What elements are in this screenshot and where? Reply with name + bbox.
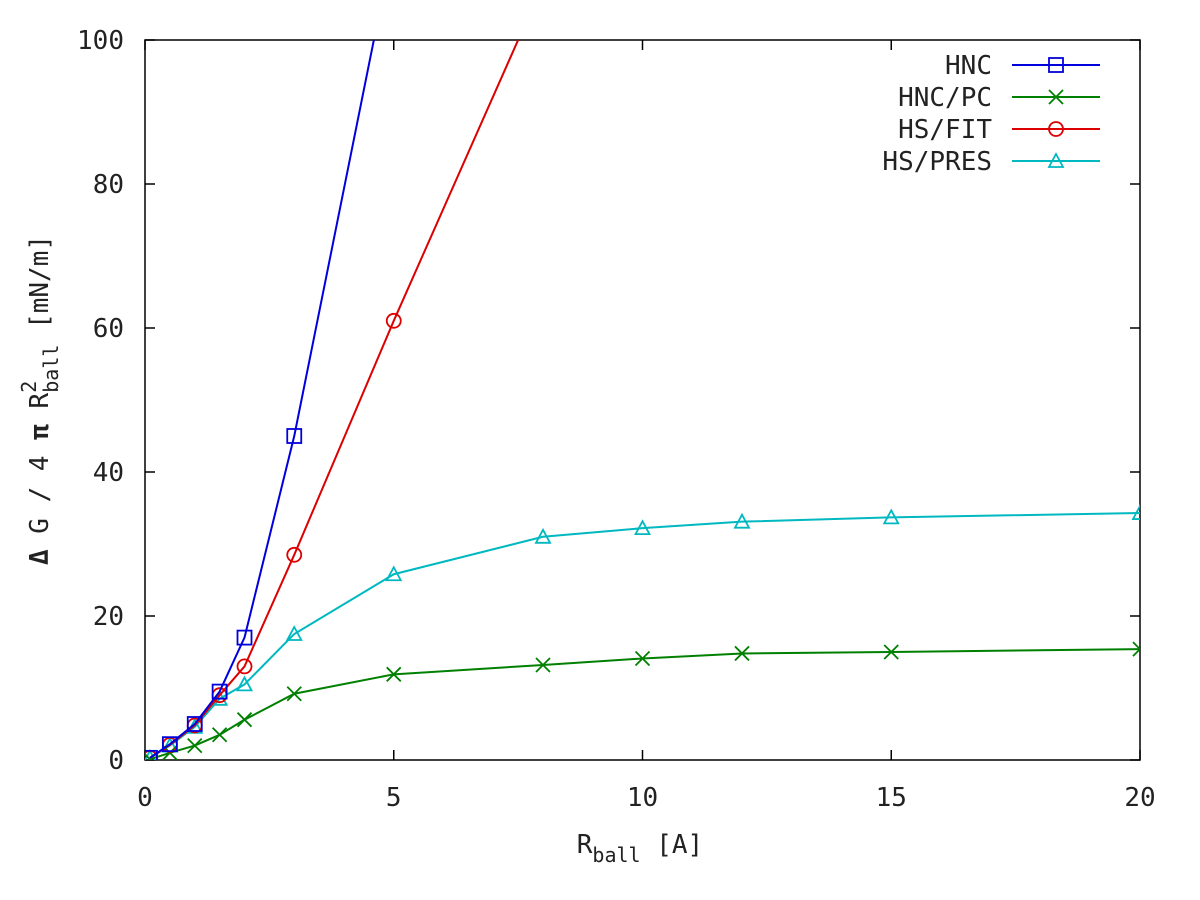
triangle-marker <box>235 675 254 692</box>
y-tick-label: 0 <box>108 746 124 776</box>
square-marker <box>236 629 253 646</box>
legend-item: HNC <box>945 51 1100 81</box>
triangle-marker <box>633 519 652 536</box>
series-line <box>149 40 520 759</box>
legend-label: HS/FIT <box>898 115 992 145</box>
cross-marker <box>535 657 551 673</box>
series-hnc-pc <box>145 641 1140 760</box>
legend-item: HNC/PC <box>898 83 1100 113</box>
x-axis-title-rest: [A] <box>641 830 704 860</box>
y-axis-title-sup: 2 <box>17 381 41 393</box>
circle-marker <box>1048 121 1064 137</box>
y-axis-title-pi: π <box>25 424 55 440</box>
y-axis-title-part1: G / 4 <box>25 440 55 550</box>
x-axis-title: Rball [A] <box>577 830 703 867</box>
series-layer <box>145 40 1140 760</box>
cross-marker <box>1132 641 1140 657</box>
x-axis-title-main: R <box>577 830 593 860</box>
legend-label: HS/PRES <box>882 147 992 177</box>
x-tick-label: 15 <box>876 783 907 813</box>
x-tick-label: 5 <box>386 783 402 813</box>
triangle-marker <box>534 527 552 544</box>
square-marker <box>145 749 158 760</box>
circle-marker <box>236 658 253 675</box>
axis-ticks: 0 5 10 15 20 0 20 40 60 80 100 <box>77 26 1156 813</box>
legend-item: HS/PRES <box>882 147 1100 177</box>
square-marker <box>186 716 203 732</box>
cross-marker <box>634 650 651 667</box>
square-marker <box>286 428 303 444</box>
cross-marker <box>286 686 302 702</box>
x-tick-label: 10 <box>627 783 658 813</box>
x-axis-title-sub: ball <box>592 843 640 867</box>
x-tick-label: 0 <box>137 783 153 813</box>
triangle-marker <box>385 565 403 582</box>
series-line <box>149 648 1140 760</box>
square-marker <box>211 683 228 700</box>
y-axis-title-sub: ball <box>39 345 63 393</box>
cross-marker <box>883 644 899 660</box>
cross-marker <box>734 645 750 662</box>
legend-item: HS/FIT <box>898 115 1100 145</box>
square-marker <box>161 736 178 753</box>
triangle-marker <box>1047 152 1065 168</box>
triangle-marker <box>733 512 751 529</box>
legend-label: HNC/PC <box>898 83 992 113</box>
cross-marker <box>1048 89 1064 105</box>
cross-marker <box>187 737 203 754</box>
series-hnc <box>145 40 375 760</box>
y-tick-label: 80 <box>93 170 124 200</box>
circle-marker <box>286 546 303 563</box>
x-tick-label: 20 <box>1124 783 1155 813</box>
y-tick-label: 60 <box>93 314 124 344</box>
cross-marker <box>236 712 253 728</box>
triangle-marker <box>882 508 900 525</box>
y-axis-title-delta: Δ <box>25 549 55 565</box>
triangle-marker <box>1131 504 1140 520</box>
legend-label: HNC <box>945 51 992 81</box>
y-axis-title: Δ G / 4 π R2ball [mN/m] <box>17 235 63 565</box>
cross-marker <box>386 666 402 682</box>
series-line <box>149 40 375 759</box>
y-tick-label: 40 <box>93 458 124 488</box>
cross-marker <box>211 727 228 743</box>
square-marker <box>1048 57 1064 73</box>
triangle-marker <box>285 625 303 641</box>
circle-marker <box>385 312 402 329</box>
series-hs-pres <box>145 504 1140 760</box>
y-axis-title-part3: [mN/m] <box>25 235 55 345</box>
series-hs-fit <box>145 40 520 760</box>
y-tick-label: 20 <box>93 602 124 632</box>
y-axis-title-part2: R <box>25 392 55 424</box>
y-tick-label: 100 <box>77 26 124 56</box>
